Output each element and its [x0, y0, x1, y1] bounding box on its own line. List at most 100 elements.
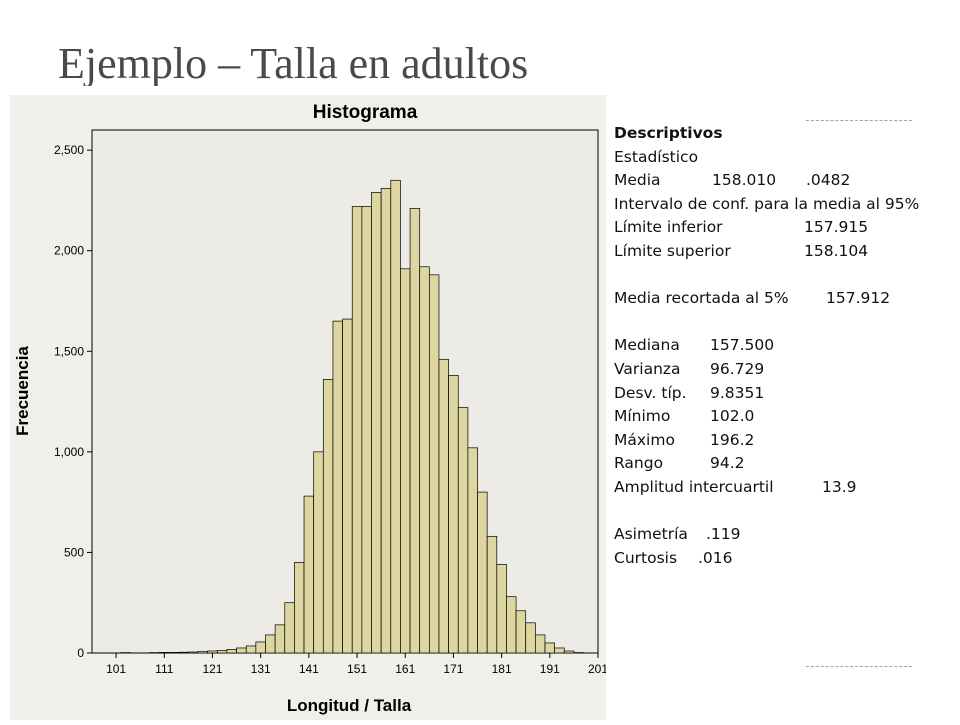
stat-label: Asimetría	[614, 525, 688, 544]
stat-mediana: Mediana 157.500	[614, 334, 954, 358]
slide-title: Ejemplo – Talla en adultos	[58, 39, 529, 86]
stat-label: Curtosis	[614, 548, 678, 567]
histogram-bar	[159, 652, 170, 654]
stat-label: Media recortada al 5%	[614, 289, 789, 308]
histogram-bar	[178, 651, 189, 654]
histogram-bar	[361, 206, 372, 654]
x-tick-label: 111	[155, 662, 174, 676]
histogram-bar	[332, 320, 343, 654]
x-tick-label: 141	[299, 662, 319, 676]
histogram-bar	[313, 451, 324, 654]
stat-label: Varianza	[614, 359, 681, 378]
histogram-bar	[236, 647, 247, 654]
stat-value: .119	[706, 525, 741, 544]
stat-value: 96.729	[710, 359, 765, 378]
stat-desv: Desv. típ. 9.8351	[614, 382, 954, 406]
x-tick-label: 181	[492, 662, 512, 676]
histogram-bar	[216, 650, 228, 654]
x-tick-label: 201	[588, 662, 606, 676]
histogram-bar	[477, 491, 488, 654]
histogram-bar	[563, 650, 575, 654]
stat-value: 158.010	[712, 171, 777, 190]
y-tick-label: 0	[77, 646, 84, 660]
stat-label: Amplitud intercuartil	[614, 477, 774, 496]
stat-media-recortada: Media recortada al 5% 157.912	[614, 287, 954, 311]
x-tick-label: 151	[347, 662, 367, 676]
stat-label: Mediana	[614, 336, 680, 355]
histogram-bar	[400, 268, 411, 654]
stat-value: 196.2	[710, 430, 755, 449]
stat-label: Mínimo	[614, 407, 671, 426]
stat-value: 157.915	[804, 218, 869, 237]
x-tick-label: 191	[540, 662, 560, 676]
histogram-bar	[120, 652, 131, 654]
histogram-bar	[274, 624, 286, 654]
stat-curtosis: Curtosis .016	[614, 547, 954, 571]
decorative-dash-bottom	[806, 666, 912, 667]
y-tick-label: 1,000	[54, 445, 84, 459]
x-axis-ticks: 101 111 121 131 141 151 161 171 181 191 201	[106, 653, 608, 676]
histogram-bar	[207, 650, 218, 654]
stat-label: Límite superior	[614, 241, 731, 260]
stat-amplitud: Amplitud intercuartil 13.9	[614, 476, 954, 500]
x-tick-label: 121	[202, 662, 222, 676]
histogram-bar	[428, 274, 440, 654]
histogram-bar	[448, 375, 459, 654]
stat-value: 157.500	[710, 336, 775, 355]
histogram-bar	[496, 564, 507, 654]
stat-limite-superior: Límite superior 158.104	[614, 240, 954, 264]
stat-value: 102.0	[710, 407, 755, 426]
histogram-bar	[188, 651, 199, 654]
histogram-bar	[265, 634, 276, 654]
chart-title: Histograma	[313, 102, 418, 123]
y-tick-label: 2,500	[54, 143, 84, 157]
histogram-bar	[303, 495, 315, 654]
histogram-bar	[457, 407, 469, 654]
histogram-bar	[486, 535, 498, 654]
stat-minimo: Mínimo 102.0	[614, 405, 954, 429]
histogram-bar	[149, 652, 160, 654]
stat-value: 94.2	[710, 454, 745, 473]
y-tick-label: 1,500	[54, 344, 84, 358]
histogram-bar	[197, 651, 209, 654]
histogram-svg: Histograma Longitud / Talla Frecuencia 1…	[10, 95, 608, 720]
histogram-bar	[554, 647, 565, 654]
stat-value: 9.8351	[710, 383, 765, 402]
histogram-bar	[419, 266, 430, 654]
histogram-bar	[438, 358, 449, 654]
stat-spacer	[614, 500, 954, 524]
y-axis-ticks: 0 500 1,000 1,500 2,000 2,500	[54, 143, 92, 660]
stat-label: Rango	[614, 454, 664, 473]
histogram-bar	[322, 379, 334, 654]
stat-maximo: Máximo 196.2	[614, 429, 954, 453]
histogram-bar	[467, 447, 478, 654]
stat-label: Máximo	[614, 430, 675, 449]
stat-rango: Rango 94.2	[614, 452, 954, 476]
histogram-bar	[255, 641, 266, 654]
descriptive-statistics: Descriptivos Estadístico Media 158.010 .…	[614, 122, 954, 570]
histogram-bars	[120, 179, 584, 654]
stat-asimetria: Asimetría .119	[614, 523, 954, 547]
stat-label: Límite inferior	[614, 218, 723, 237]
stat-value: .016	[698, 548, 733, 567]
histogram-chart: Histograma Longitud / Talla Frecuencia 1…	[10, 95, 608, 720]
histogram-bar	[380, 187, 392, 654]
x-tick-label: 131	[251, 662, 271, 676]
histogram-bar	[351, 206, 363, 654]
histogram-bar	[544, 642, 555, 654]
histogram-bar	[342, 318, 353, 654]
histogram-bar	[168, 652, 180, 654]
histogram-bar	[371, 192, 382, 654]
histogram-bar	[284, 602, 295, 654]
stat-value: 158.104	[804, 241, 869, 260]
stat-spacer	[614, 311, 954, 335]
y-tick-label: 500	[64, 545, 84, 559]
histogram-bar	[573, 652, 584, 654]
x-tick-label: 161	[395, 662, 415, 676]
histogram-bar	[245, 645, 257, 654]
x-tick-label: 101	[106, 662, 126, 676]
stats-subheading: Estadístico	[614, 147, 699, 166]
stat-label: Media	[614, 171, 661, 190]
stats-heading: Descriptivos	[614, 124, 723, 142]
stat-media: Media 158.010 .0482	[614, 169, 954, 193]
